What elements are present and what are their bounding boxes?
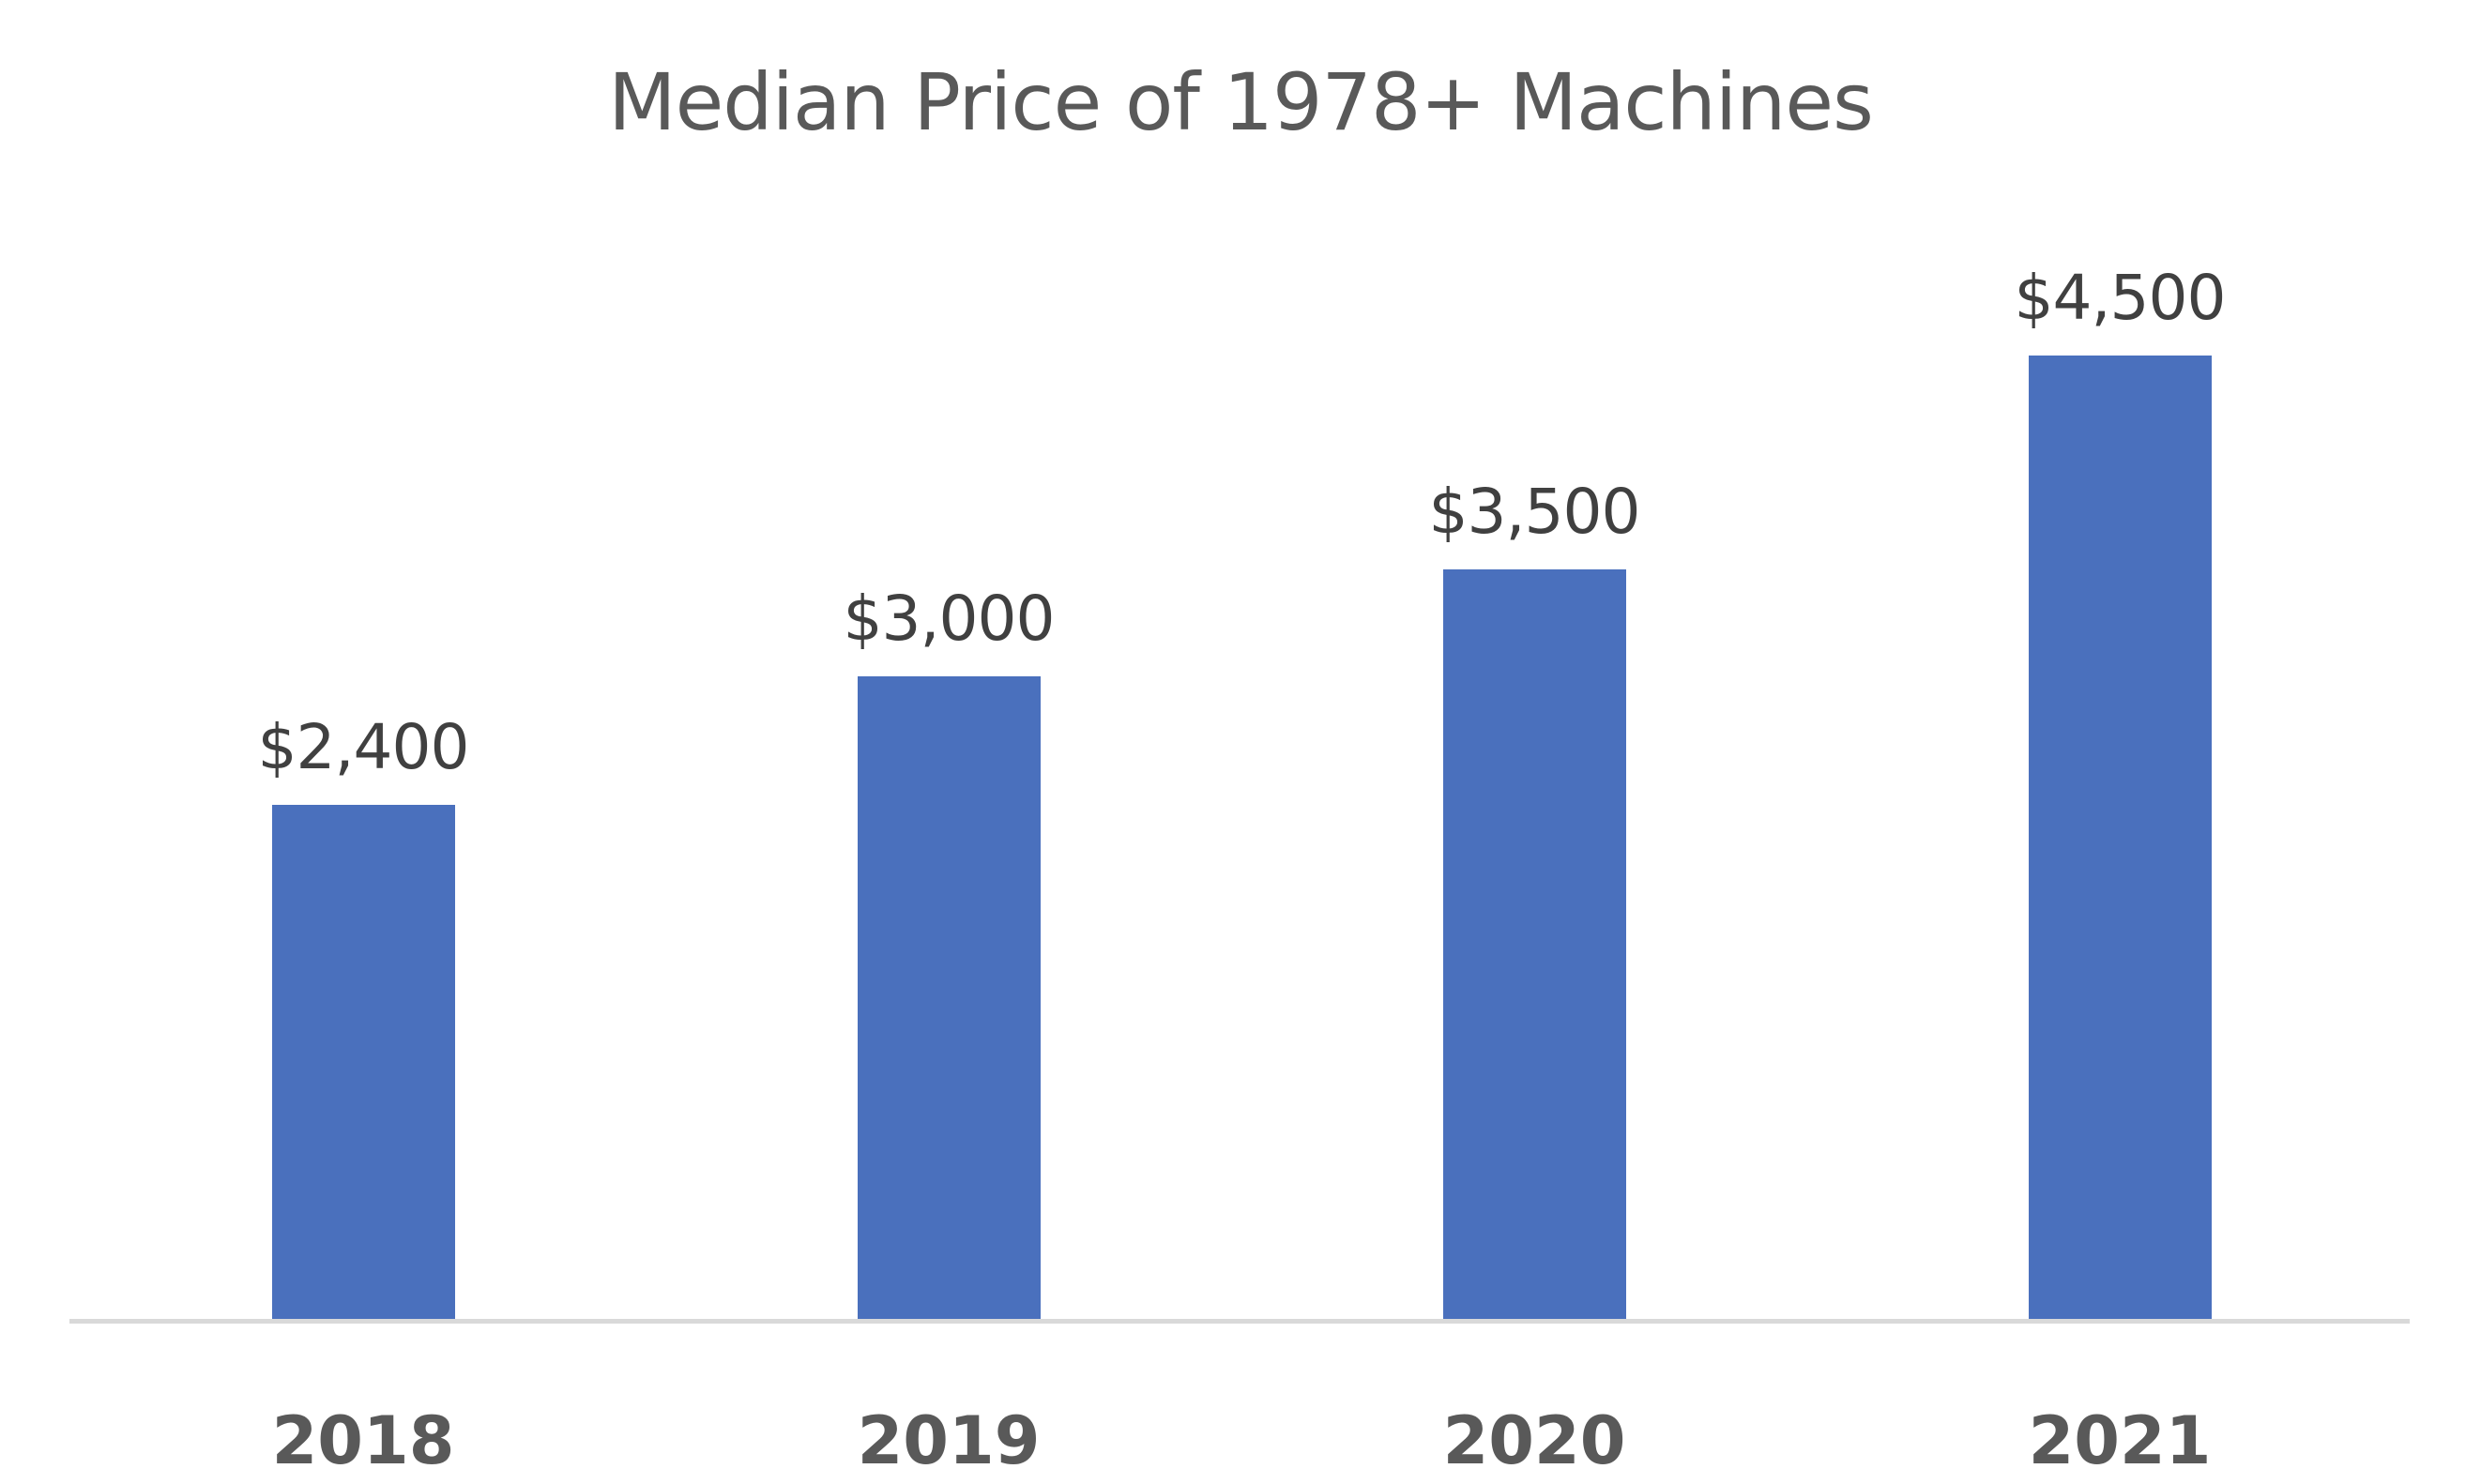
data-label: $3,000 [843,583,1056,656]
data-label: $4,500 [2014,262,2227,334]
x-tick-label: 2018 [271,1402,455,1479]
x-tick-label: 2021 [2028,1402,2212,1479]
x-tick-label: 2019 [857,1402,1041,1479]
bar-2021 [2028,356,2212,1319]
bar-2018 [271,805,455,1319]
x-tick-label: 2020 [1442,1402,1626,1479]
data-label: $2,400 [257,711,470,784]
chart-title: Median Price of 1978+ Machines [608,56,1874,148]
data-label: $3,500 [1428,476,1641,549]
x-axis-line [69,1319,2410,1324]
bar-2020 [1442,569,1626,1319]
bar-2019 [857,676,1041,1319]
